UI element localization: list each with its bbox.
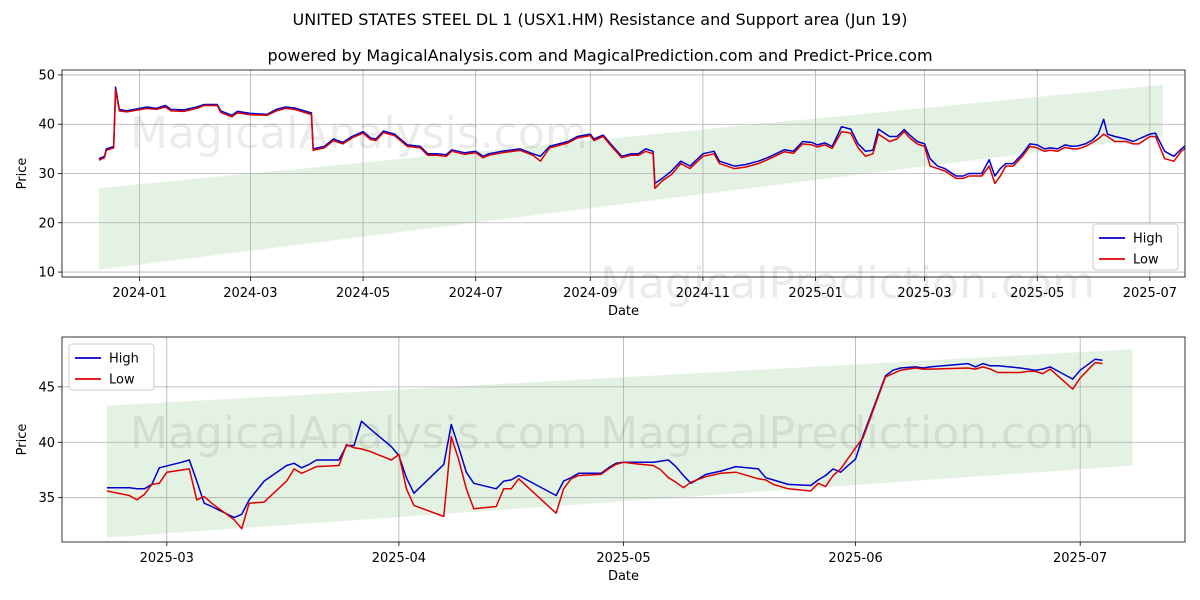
legend-label-low: Low <box>1133 253 1159 268</box>
y-tick-label: 45 <box>38 380 55 395</box>
y-tick-label: 20 <box>38 216 55 231</box>
x-tick-label: 2024-01 <box>112 286 166 301</box>
watermark-text: MagicalAnalysis.com <box>130 408 588 459</box>
x-axis-label: Date <box>608 304 639 319</box>
x-tick-label: 2025-04 <box>372 551 426 566</box>
x-tick-label: 2025-03 <box>897 286 951 301</box>
legend-label-low: Low <box>109 373 135 388</box>
x-tick-label: 2024-03 <box>223 286 277 301</box>
x-tick-label: 2025-01 <box>788 286 842 301</box>
plot-frame <box>61 336 1186 543</box>
series-line-high <box>98 86 1185 185</box>
x-tick-label: 2024-05 <box>336 286 390 301</box>
y-tick-label: 40 <box>38 118 55 133</box>
legend: High Low <box>68 343 155 391</box>
bottom-chart: 2025-03 2025-04 2025-05 2025-06 2025-07 35 40 4… <box>15 336 1186 584</box>
y-tick-label: 30 <box>38 167 55 182</box>
y-axis-label: Price <box>15 424 30 456</box>
watermark-text: MagicalPrediction.com <box>600 408 1095 459</box>
x-axis-label: Date <box>608 569 639 584</box>
top-chart: 2024-01 2024-03 2024-05 2024-07 2024-09 2024-… <box>15 68 1186 319</box>
y-tick-label: 10 <box>38 266 55 281</box>
series-line-low <box>98 88 1185 190</box>
support-resistance-band <box>98 84 1163 270</box>
series-line-low <box>106 361 1103 530</box>
x-tick-label: 2025-03 <box>140 551 194 566</box>
legend-label-high: High <box>1133 232 1163 247</box>
plot-frame <box>61 69 1186 278</box>
legend: High Low <box>1092 223 1179 271</box>
x-tick-label: 2024-11 <box>676 286 730 301</box>
chart-title: UNITED STATES STEEL DL 1 (USX1.HM) Resis… <box>292 10 908 29</box>
legend-label-high: High <box>109 352 139 367</box>
watermark-text: MagicalPrediction.com <box>600 258 1095 309</box>
y-tick-label: 50 <box>38 68 55 83</box>
y-tick-label: 35 <box>38 491 55 506</box>
y-tick-label: 40 <box>38 436 55 451</box>
x-tick-label: 2025-07 <box>1123 286 1177 301</box>
x-tick-label: 2025-06 <box>828 551 882 566</box>
series-line-high <box>106 358 1103 519</box>
chart-subtitle: powered by MagicalAnalysis.com and Magic… <box>267 46 933 65</box>
y-axis-label: Price <box>15 158 30 190</box>
x-tick-label: 2024-07 <box>449 286 503 301</box>
x-tick-label: 2024-09 <box>563 286 617 301</box>
x-tick-label: 2025-05 <box>1010 286 1064 301</box>
support-resistance-band <box>106 349 1133 538</box>
x-tick-label: 2025-07 <box>1053 551 1107 566</box>
x-tick-label: 2025-05 <box>596 551 650 566</box>
